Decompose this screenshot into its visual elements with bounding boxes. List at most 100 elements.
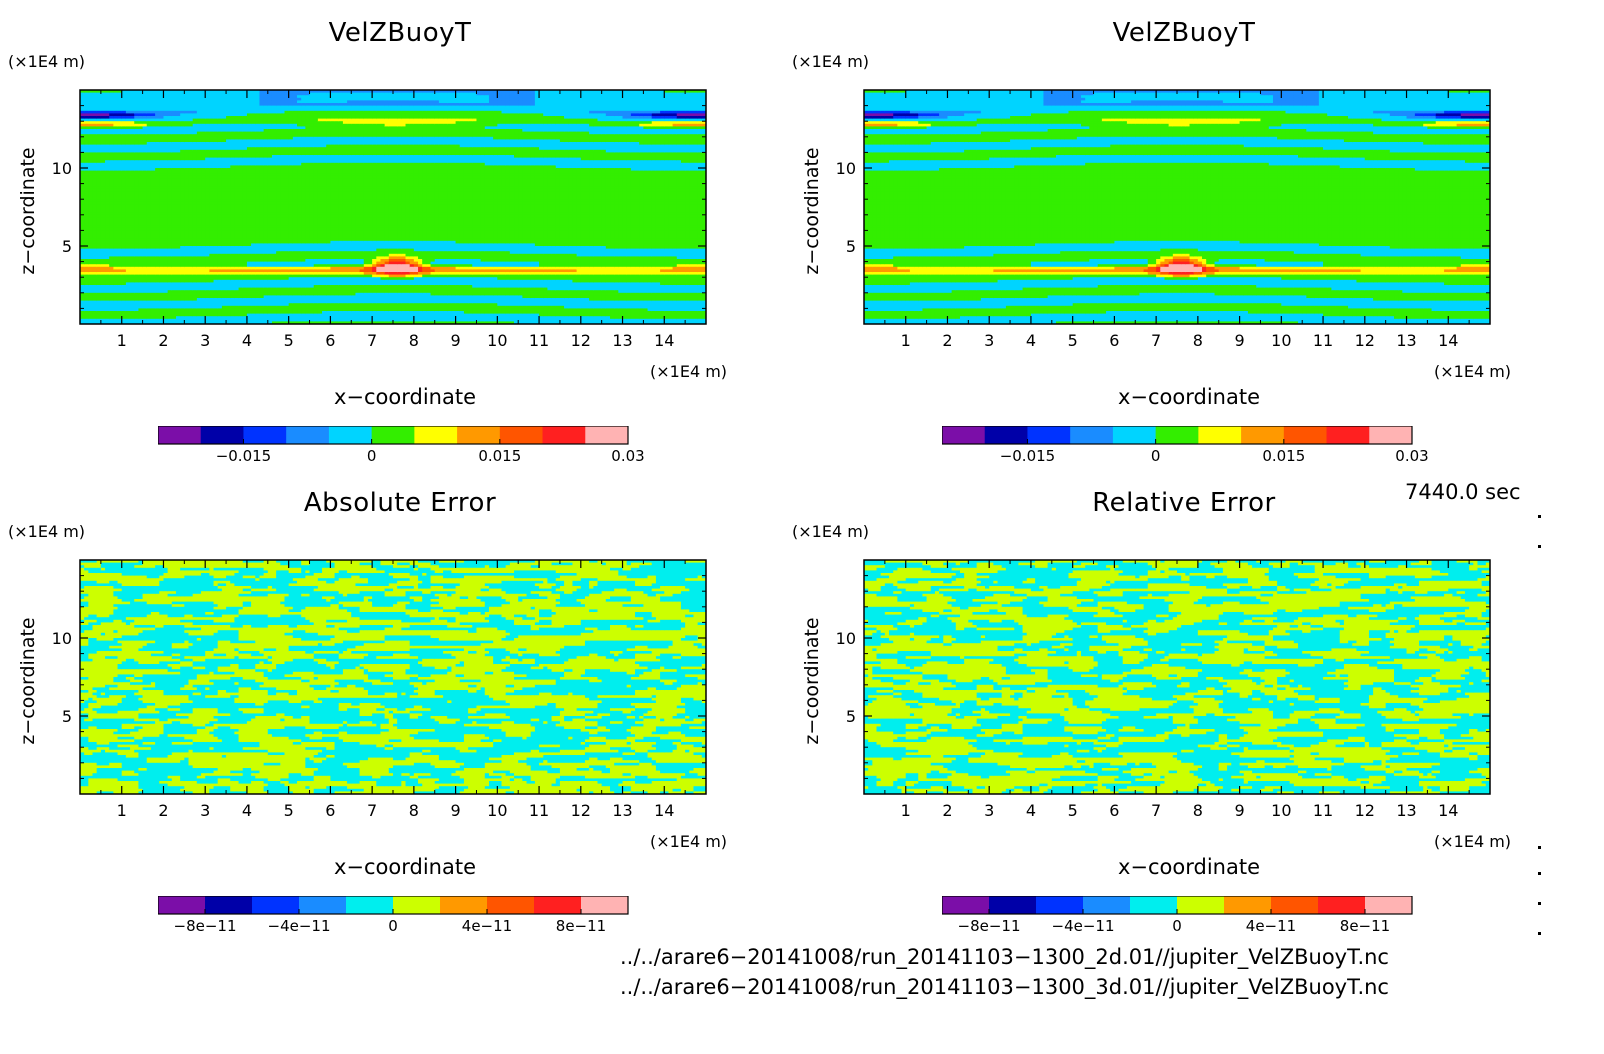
x-axis-label: x−coordinate	[1079, 855, 1299, 879]
x-tick-label: 9	[1235, 801, 1245, 820]
x-tick-label: 14	[654, 331, 674, 350]
colorbar-swatch	[1365, 896, 1413, 914]
x-tick-label: 5	[1068, 801, 1078, 820]
x-tick-label: 11	[1313, 331, 1333, 350]
y-tick-label: 5	[846, 707, 856, 726]
colorbar-swatch	[158, 426, 202, 444]
colorbar-tick-label: 0.015	[1262, 447, 1305, 465]
x-tick-label: 7	[367, 331, 377, 350]
colorbar-tick-label: 0	[1151, 447, 1161, 465]
x-tick-label: 12	[571, 801, 591, 820]
time-label: 7440.0 sec	[1405, 480, 1521, 504]
x-tick-label: 2	[942, 801, 952, 820]
colorbar-swatch	[1027, 426, 1071, 444]
y-tick-label: 5	[62, 707, 72, 726]
panel-title: Absolute Error	[0, 488, 800, 518]
x-tick-label: 4	[1026, 801, 1036, 820]
x-tick-label: 8	[1193, 331, 1203, 350]
x-tick-label: 5	[284, 331, 294, 350]
x-tick-label: 6	[1109, 331, 1119, 350]
x-tick-label: 12	[571, 331, 591, 350]
colorbar-swatch	[1241, 426, 1285, 444]
colorbar-tick-label: −8e−11	[958, 917, 1021, 935]
colorbar-swatch	[942, 426, 986, 444]
colorbar-swatch	[440, 896, 488, 914]
x-tick-label: 2	[158, 331, 168, 350]
colorbar-swatch	[984, 426, 1028, 444]
colorbar-swatch	[1369, 426, 1413, 444]
colorbar-swatch	[487, 896, 535, 914]
colorbar-swatch	[989, 896, 1037, 914]
colorbar-swatch	[158, 896, 206, 914]
colorbar: −8e−11 −4e−11 0 4e−11 8e−11	[158, 896, 629, 935]
colorbar-swatch	[200, 426, 244, 444]
colorbar-swatch	[1224, 896, 1272, 914]
colorbar-swatch	[1326, 426, 1370, 444]
panel-title: Relative Error	[784, 488, 1584, 518]
colorbar-swatch	[1130, 896, 1178, 914]
x-tick-label: 7	[1151, 801, 1161, 820]
y-tick-label: 5	[62, 237, 72, 256]
x-tick-label: 8	[409, 331, 419, 350]
colorbar-swatch	[346, 896, 394, 914]
x-tick-label: 14	[1438, 801, 1458, 820]
file-path-3d: ../../arare6−20141008/run_20141103−1300_…	[620, 975, 1389, 999]
colorbar-swatch	[1112, 426, 1157, 444]
x-tick-label: 9	[451, 801, 461, 820]
colorbar-tick-label: 0	[1172, 917, 1182, 935]
x-unit-label: (×1E4 m)	[650, 832, 727, 851]
x-tick-label: 7	[367, 801, 377, 820]
marker-dot	[1538, 515, 1541, 518]
x-tick-label: 10	[487, 801, 507, 820]
colorbar-swatch	[1036, 896, 1084, 914]
x-tick-label: 3	[984, 331, 994, 350]
x-tick-label: 3	[984, 801, 994, 820]
x-tick-label: 13	[612, 331, 632, 350]
x-tick-label: 10	[487, 331, 507, 350]
colorbar-swatch	[1177, 896, 1225, 914]
x-tick-label: 2	[942, 331, 952, 350]
colorbar-swatch	[1155, 426, 1199, 444]
colorbar-tick-label: 0	[367, 447, 377, 465]
colorbar-tick-label: −8e−11	[174, 917, 237, 935]
x-tick-label: 10	[1271, 331, 1291, 350]
x-tick-label: 6	[1109, 801, 1119, 820]
colorbar-swatch	[534, 896, 582, 914]
x-axis-label: x−coordinate	[295, 855, 515, 879]
contour-field	[80, 560, 706, 794]
colorbar-swatch	[942, 896, 990, 914]
x-tick-label: 4	[242, 801, 252, 820]
colorbar-frame	[942, 426, 1413, 445]
y-unit-label: (×1E4 m)	[792, 522, 869, 541]
colorbar-tick-label: 0.03	[1395, 447, 1428, 465]
file-path-2d: ../../arare6−20141008/run_20141103−1300_…	[620, 945, 1389, 969]
contour-field	[80, 90, 706, 324]
marker-dot	[1538, 545, 1541, 548]
colorbar-swatch	[299, 896, 347, 914]
x-tick-label: 13	[1396, 801, 1416, 820]
colorbar-swatch	[1070, 426, 1114, 444]
panel-title: VelZBuoyT	[0, 18, 800, 48]
y-tick-label: 5	[846, 237, 856, 256]
x-tick-label: 1	[901, 331, 911, 350]
colorbar-swatch	[286, 426, 330, 444]
y-unit-label: (×1E4 m)	[8, 522, 85, 541]
x-axis-label: x−coordinate	[1079, 385, 1299, 409]
x-tick-label: 9	[1235, 331, 1245, 350]
colorbar-swatch	[581, 896, 629, 914]
y-unit-label: (×1E4 m)	[8, 52, 85, 71]
colorbar: −0.015 0 0.015 0.03	[942, 426, 1429, 465]
colorbar-swatch	[1318, 896, 1366, 914]
colorbar-tick-label: 4e−11	[1246, 917, 1296, 935]
x-tick-label: 5	[284, 801, 294, 820]
colorbar-swatch	[243, 426, 287, 444]
colorbar-swatch	[371, 426, 415, 444]
x-tick-label: 11	[1313, 801, 1333, 820]
marker-dot	[1538, 902, 1541, 905]
x-tick-label: 1	[117, 801, 127, 820]
